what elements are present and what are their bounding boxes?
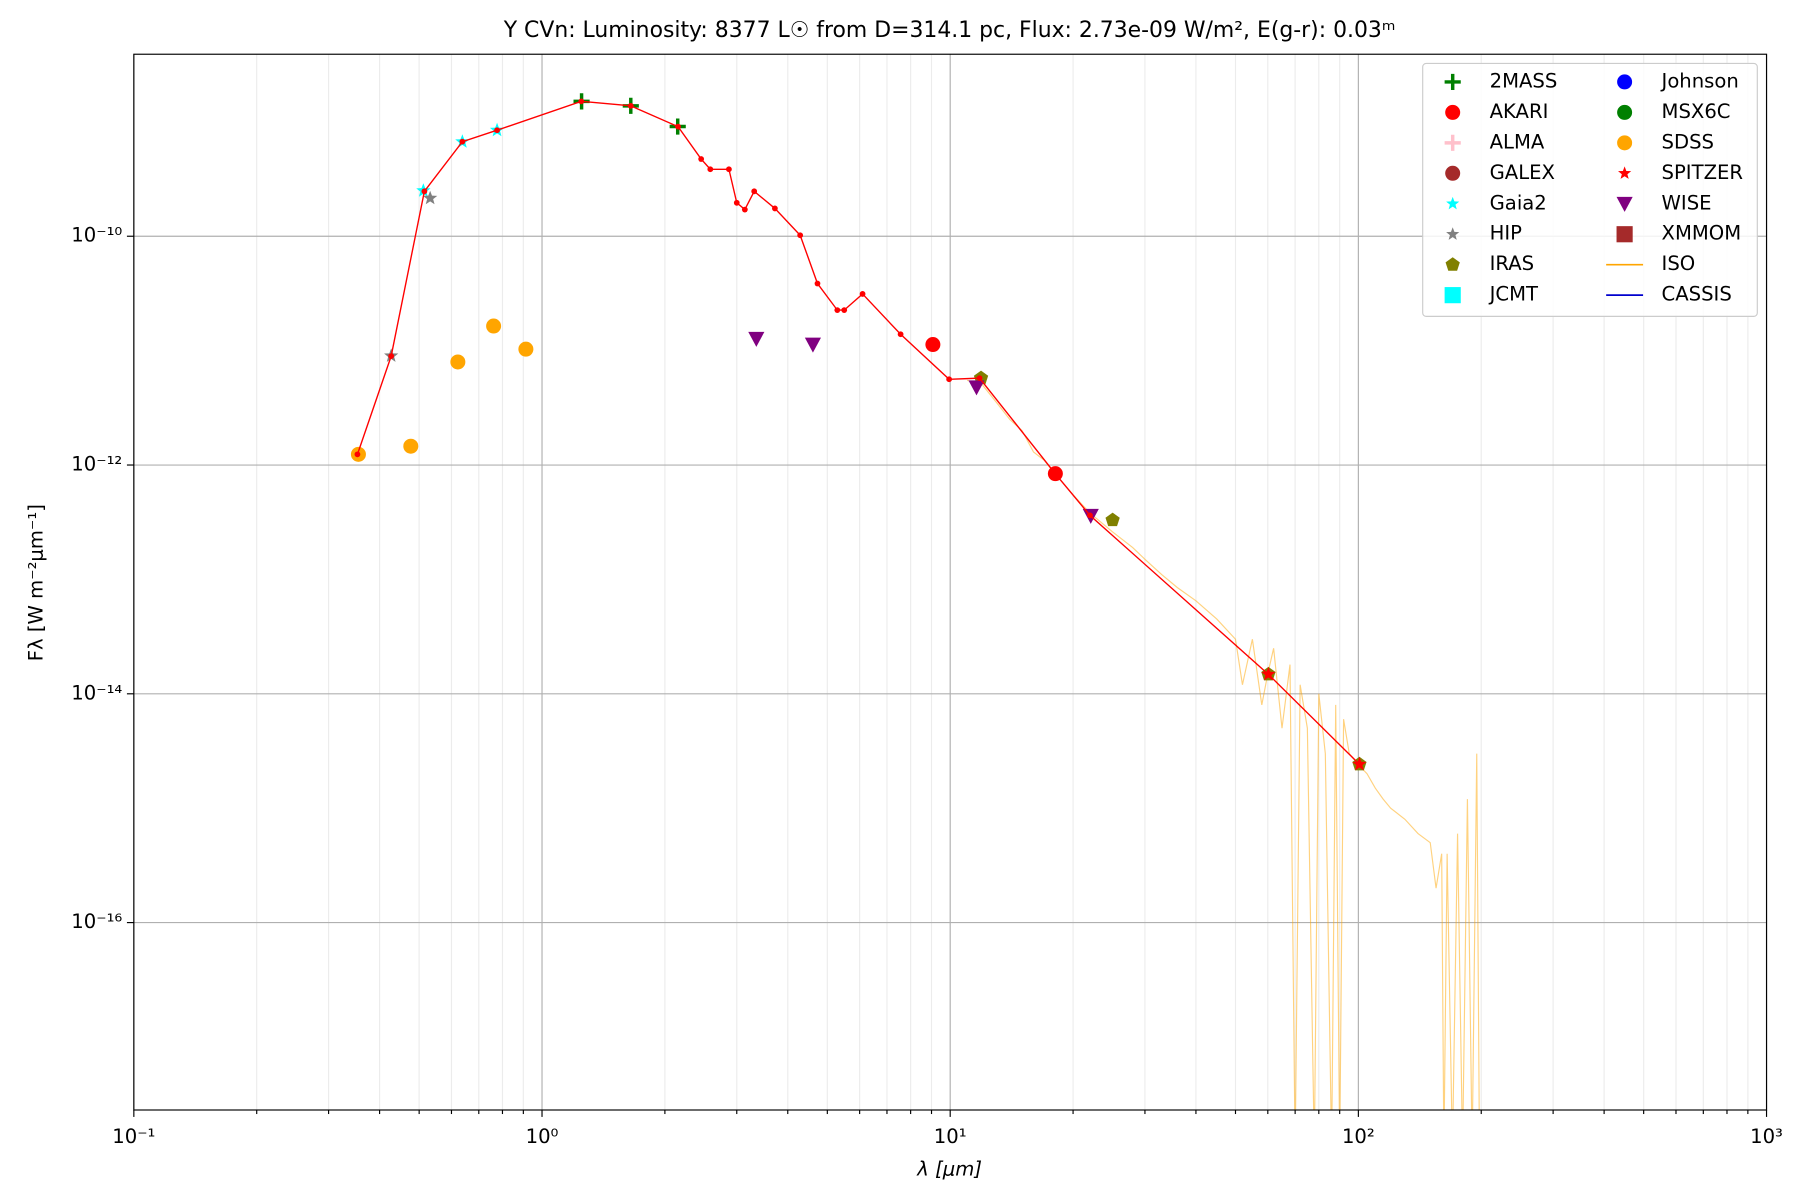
y-axis-label: Fλ [W m⁻²μm⁻¹]: [24, 504, 47, 661]
data-point: [698, 156, 705, 162]
data-point: [733, 199, 740, 206]
legend-label: 2MASS: [1490, 69, 1558, 92]
data-point: [897, 331, 904, 338]
legend-marker: [1617, 74, 1633, 90]
data-point: [388, 353, 395, 360]
legend-label: HIP: [1490, 222, 1523, 245]
grid: [133, 54, 1768, 1110]
legend-label: IRAS: [1490, 252, 1534, 275]
x-tick-label: 10²: [1342, 1125, 1375, 1148]
legend-label: Johnson: [1660, 69, 1739, 92]
legend-marker: [1445, 165, 1461, 181]
data-point: [354, 451, 361, 458]
data-point: [707, 166, 714, 173]
data-point: [841, 307, 848, 314]
legend-marker: [1445, 257, 1460, 271]
legend-marker: [1616, 226, 1633, 243]
x-axis-label: λ [μm]: [916, 1158, 982, 1181]
legend-marker: [1444, 134, 1461, 151]
legend: 2MASS AKARI ALMA GALEX Gaia2 HIP IRAS JCMT Johns…: [1422, 62, 1758, 317]
data-point: [421, 188, 428, 195]
data-point: [459, 138, 466, 145]
legend-marker: [1444, 287, 1461, 304]
axes: 10⁻¹ 10⁰ 10¹ 10² 10³ 10⁻¹⁶ 10⁻¹⁴ 10⁻¹² 10⁻¹⁰: [71, 224, 1783, 1148]
x-tick-label: 10³: [1750, 1125, 1783, 1148]
data-point: [859, 291, 866, 297]
data-point: [1052, 470, 1059, 477]
data-point: [946, 376, 953, 383]
data-point: [804, 337, 822, 353]
plot-area: [350, 93, 1480, 1110]
data-point: [751, 188, 758, 195]
legend-marker: [1446, 196, 1460, 210]
data-point: [772, 205, 778, 212]
data-point: [925, 337, 941, 353]
legend-box: [1422, 62, 1758, 317]
legend-label: XMMOM: [1662, 222, 1742, 245]
x-tick-label: 10⁻¹: [112, 1125, 155, 1148]
data-point: [423, 190, 438, 205]
data-point: [486, 318, 502, 334]
legend-marker: [1617, 104, 1633, 120]
data-point: [748, 331, 765, 347]
data-point: [1265, 671, 1272, 678]
legend-label: SDSS: [1662, 130, 1714, 153]
y-tick-label: 10⁻¹⁶: [71, 910, 122, 933]
legend-label: ISO: [1662, 252, 1696, 275]
legend-marker: [1445, 104, 1461, 120]
data-point: [1356, 761, 1363, 768]
data-point: [450, 354, 466, 370]
data-point: [834, 307, 841, 314]
legend-marker: [1617, 135, 1633, 151]
legend-label: ALMA: [1490, 130, 1545, 153]
legend-label: Gaia2: [1490, 191, 1547, 214]
data-point: [518, 341, 534, 357]
legend-marker: [1618, 166, 1632, 179]
data-point: [1105, 512, 1120, 527]
legend-marker: [1446, 227, 1460, 240]
legend-marker: [1444, 73, 1461, 90]
y-tick-label: 10⁻¹⁰: [71, 224, 122, 247]
legend-marker: [1616, 196, 1633, 212]
data-point: [675, 123, 681, 130]
legend-label: SPITZER: [1662, 161, 1744, 184]
data-point: [578, 98, 585, 105]
data-point: [976, 375, 983, 382]
chart-title: Y CVn: Luminosity: 8377 L☉ from D=314.1 …: [503, 18, 1396, 43]
legend-label: MSX6C: [1662, 100, 1731, 123]
x-tick-label: 10⁰: [526, 1125, 559, 1148]
legend-label: GALEX: [1490, 161, 1555, 184]
data-point: [494, 127, 500, 134]
data-point: [814, 280, 821, 287]
y-tick-label: 10⁻¹²: [71, 453, 122, 476]
legend-label: AKARI: [1490, 100, 1549, 123]
data-point: [1087, 512, 1093, 519]
data-point: [797, 232, 804, 239]
legend-label: CASSIS: [1662, 283, 1732, 306]
data-point: [627, 102, 634, 109]
legend-label: WISE: [1662, 191, 1712, 214]
x-tick-label: 10¹: [934, 1125, 967, 1148]
legend-label: JCMT: [1488, 283, 1539, 306]
data-point: [726, 166, 732, 173]
data-point: [741, 206, 748, 213]
y-tick-label: 10⁻¹⁴: [71, 681, 122, 704]
data-point: [403, 438, 419, 454]
data-point: [968, 380, 985, 396]
